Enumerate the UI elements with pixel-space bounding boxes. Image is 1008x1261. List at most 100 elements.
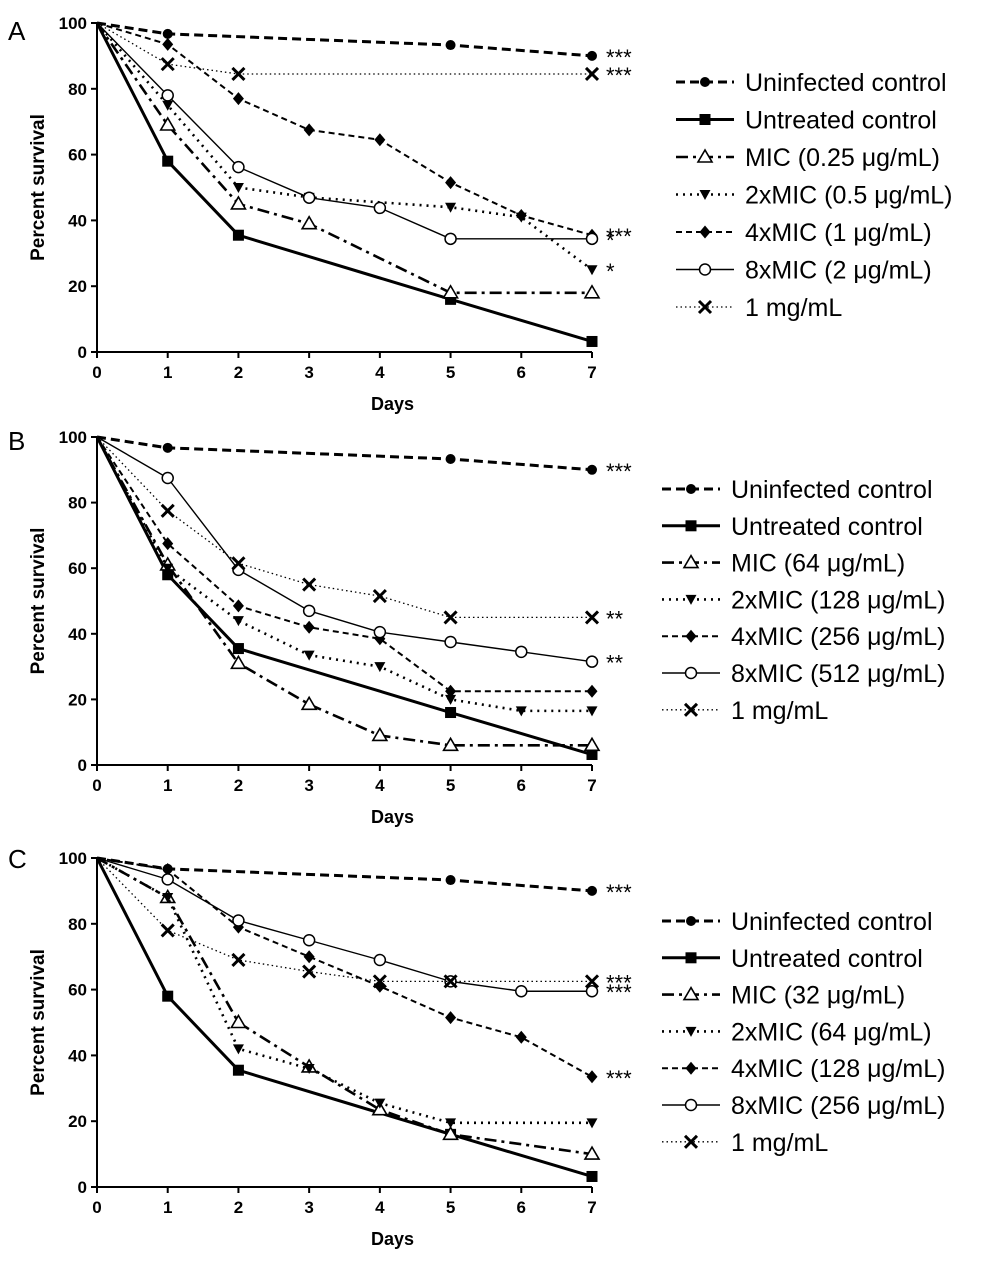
legend-entry: Uninfected control	[662, 476, 933, 504]
data-point	[302, 577, 317, 592]
data-point	[161, 873, 174, 886]
data-point	[232, 643, 244, 655]
legend-marker	[685, 1026, 697, 1037]
legend-entry: 4xMIC (256 μg/mL)	[662, 623, 945, 651]
data-point	[231, 556, 246, 571]
x-tick-label: 4	[375, 363, 385, 382]
y-tick-label: 100	[59, 428, 87, 447]
x-tick-label: 0	[92, 1198, 101, 1217]
data-point	[372, 589, 387, 604]
data-point	[585, 232, 599, 246]
x-tick-label: 1	[163, 363, 172, 382]
x-tick-label: 6	[517, 776, 526, 795]
data-point	[300, 215, 318, 230]
legend-entry: 2xMIC (128 μg/mL)	[662, 586, 945, 614]
x-tick-label: 3	[304, 363, 313, 382]
data-point	[303, 1064, 315, 1075]
significance-label: ***	[606, 970, 632, 995]
data-point	[303, 950, 315, 964]
legend-label: 2xMIC (0.5 μg/mL)	[745, 182, 953, 210]
data-point	[231, 952, 246, 968]
legend-marker	[700, 77, 710, 87]
legend-label: 8xMIC (512 μg/mL)	[731, 660, 945, 688]
data-point	[232, 160, 245, 174]
data-point	[515, 1030, 527, 1044]
legend-marker	[686, 484, 696, 494]
significance-label: ***	[606, 980, 632, 1005]
legend-marker	[699, 114, 711, 125]
significance-label: *	[606, 228, 615, 253]
significance-label: ***	[606, 45, 632, 70]
y-tick-label: 80	[68, 915, 87, 934]
data-point	[445, 1118, 457, 1129]
legend-entry: Untreated control	[676, 107, 937, 135]
x-tick-label: 3	[304, 1198, 313, 1217]
data-point	[373, 201, 387, 215]
data-point	[587, 885, 597, 896]
legend-entry: 4xMIC (128 μg/mL)	[662, 1055, 945, 1083]
legend-label: Untreated control	[731, 945, 923, 973]
legend-entry: 1 mg/mL	[662, 1129, 828, 1157]
data-point	[444, 232, 457, 246]
x-tick-label: 2	[234, 776, 243, 795]
x-axis-title: Days	[371, 1229, 414, 1249]
series-line	[95, 857, 593, 1178]
legend-label: 1 mg/mL	[731, 1129, 828, 1157]
data-point	[160, 923, 175, 938]
y-tick-label: 40	[68, 625, 87, 644]
x-axis-title: Days	[371, 807, 414, 827]
data-point	[303, 650, 315, 661]
series-line	[95, 436, 592, 713]
y-tick-label: 80	[68, 80, 87, 99]
legend-label: 2xMIC (64 μg/mL)	[731, 1018, 932, 1046]
data-point	[584, 610, 600, 625]
legend-marker	[685, 594, 697, 605]
x-tick-label: 0	[92, 776, 101, 795]
series-2xmic-0-5-ug-ml: *	[96, 22, 615, 284]
data-point	[162, 37, 174, 51]
legend-entry: MIC (0.25 μg/mL)	[676, 144, 940, 172]
data-point	[302, 964, 317, 979]
series-8xmic-2-ug-ml: *	[96, 22, 615, 253]
data-point	[232, 1044, 244, 1055]
significance-label: **	[606, 606, 624, 631]
y-tick-label: 20	[68, 1112, 87, 1131]
data-point	[300, 695, 318, 711]
data-point	[587, 50, 597, 61]
y-tick-label: 0	[78, 756, 87, 775]
panel-b: B 0 20 40 60 80 100 0 1 2 3 4 5 6 7 Days Percent surviva…	[8, 426, 945, 827]
x-axis-title: Days	[371, 394, 414, 414]
legend-label: Uninfected control	[731, 476, 933, 504]
series-2xmic-128-ug-ml	[95, 436, 598, 717]
x-tick-label: 5	[446, 363, 455, 382]
x-tick-label: 7	[587, 1198, 596, 1217]
significance-label: ***	[606, 63, 632, 88]
legend-marker	[686, 916, 696, 926]
y-axis-title: Percent survival	[28, 114, 49, 261]
data-point	[586, 684, 598, 698]
data-point	[162, 990, 174, 1002]
legend-marker	[685, 520, 697, 532]
y-tick-label: 100	[59, 14, 87, 33]
data-point	[374, 133, 386, 147]
data-point	[162, 155, 174, 167]
data-point	[303, 620, 315, 634]
y-tick-label: 60	[68, 981, 87, 1000]
legend-entry: 8xMIC (256 μg/mL)	[662, 1092, 945, 1120]
y-tick-label: 40	[68, 1046, 87, 1065]
data-point	[230, 654, 247, 670]
data-point	[583, 1145, 601, 1160]
data-point	[445, 293, 457, 305]
data-point	[586, 749, 598, 761]
data-point	[303, 123, 315, 137]
data-point	[515, 208, 527, 222]
data-point	[230, 1013, 247, 1029]
legend-label: 8xMIC (256 μg/mL)	[731, 1092, 945, 1120]
legend-label: 4xMIC (256 μg/mL)	[731, 623, 945, 651]
y-tick-label: 0	[78, 343, 87, 362]
legend-marker	[683, 1134, 699, 1149]
legend-label: 2xMIC (128 μg/mL)	[731, 586, 945, 614]
x-tick-label: 7	[587, 363, 596, 382]
data-point	[232, 183, 244, 193]
y-tick-label: 0	[78, 1178, 87, 1197]
